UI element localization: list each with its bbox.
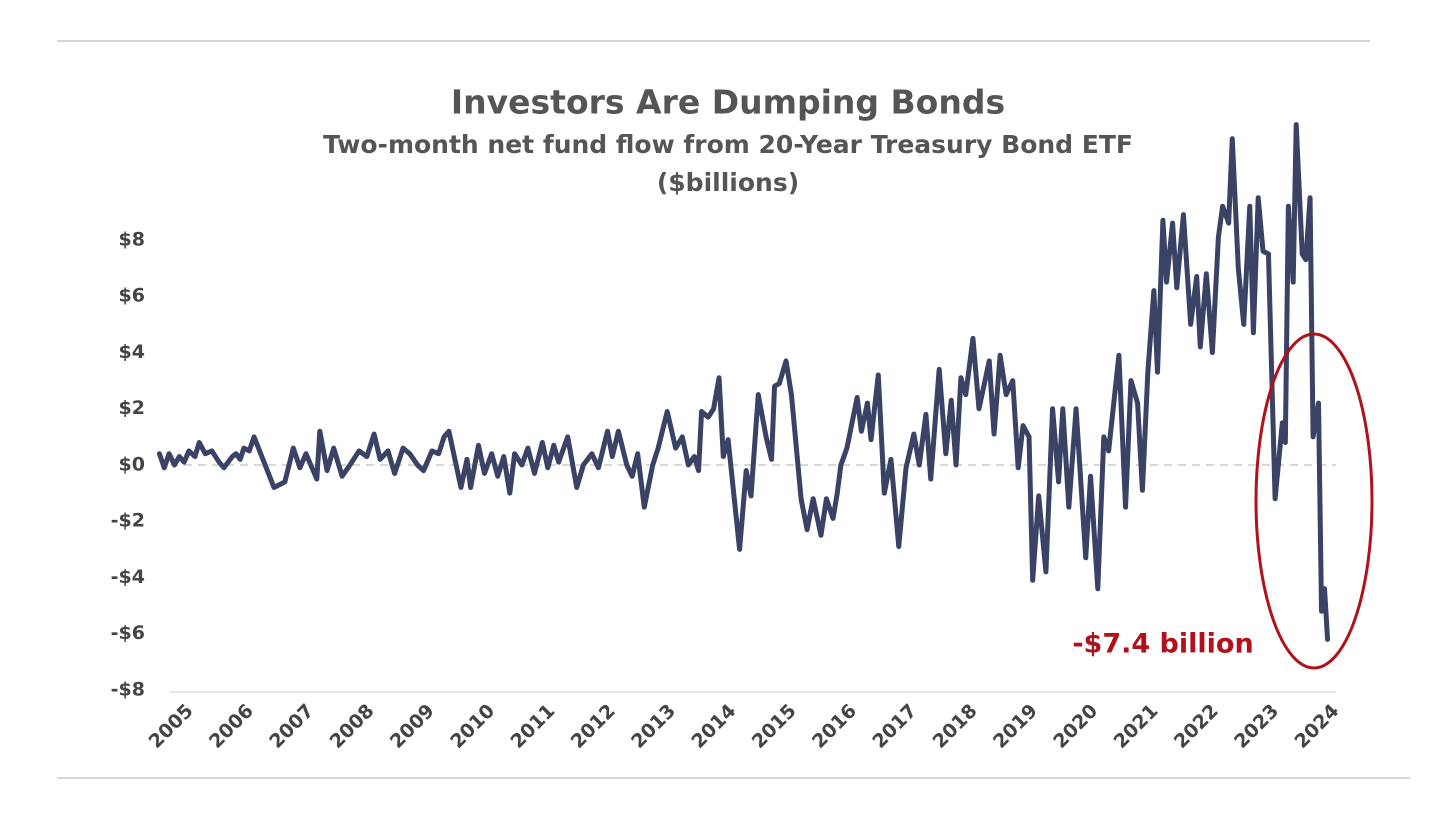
x-tick-label: 2020: [1049, 700, 1102, 753]
x-tick-label: 2011: [506, 700, 559, 753]
x-tick-label: 2009: [386, 700, 439, 753]
unit-label: ($billions): [657, 168, 799, 197]
y-tick-label: $4: [119, 341, 145, 363]
x-tick-label: 2022: [1170, 700, 1223, 753]
x-tick-label: 2024: [1290, 700, 1343, 753]
x-tick-label: 2021: [1110, 700, 1163, 753]
x-tick-label: 2012: [567, 700, 620, 753]
x-tick-label: 2015: [748, 700, 801, 753]
x-tick-label: 2005: [145, 700, 198, 753]
x-tick-label: 2007: [265, 700, 318, 753]
y-tick-label: $0: [119, 453, 145, 475]
y-tick-label: $2: [119, 397, 145, 419]
chart-title: Investors Are Dumping Bonds: [451, 83, 1005, 122]
y-tick-label: -$6: [111, 622, 145, 644]
x-tick-label: 2006: [205, 700, 258, 753]
x-tick-label: 2018: [929, 700, 982, 753]
annotation: -$7.4 billion: [1072, 629, 1253, 660]
y-tick-label: -$8: [111, 679, 145, 701]
x-tick-label: 2008: [326, 700, 379, 753]
y-tick-label: $8: [119, 228, 145, 250]
x-tick-label: 2023: [1230, 700, 1283, 753]
highlight-ellipse: [1254, 332, 1374, 670]
x-tick-label: 2013: [627, 700, 680, 753]
data-line: [156, 122, 1331, 642]
x-tick-label: 2017: [868, 700, 921, 753]
x-tick-label: 2016: [808, 700, 861, 753]
x-tick-label: 2010: [446, 700, 499, 753]
x-tick-label: 2014: [687, 700, 740, 753]
x-tick-label: 2019: [989, 700, 1042, 753]
chart-subtitle: Two-month net fund flow from 20-Year Tre…: [323, 130, 1133, 159]
y-tick-label: $6: [119, 285, 145, 307]
y-tick-label: -$4: [111, 566, 145, 588]
y-tick-label: -$2: [111, 510, 145, 532]
